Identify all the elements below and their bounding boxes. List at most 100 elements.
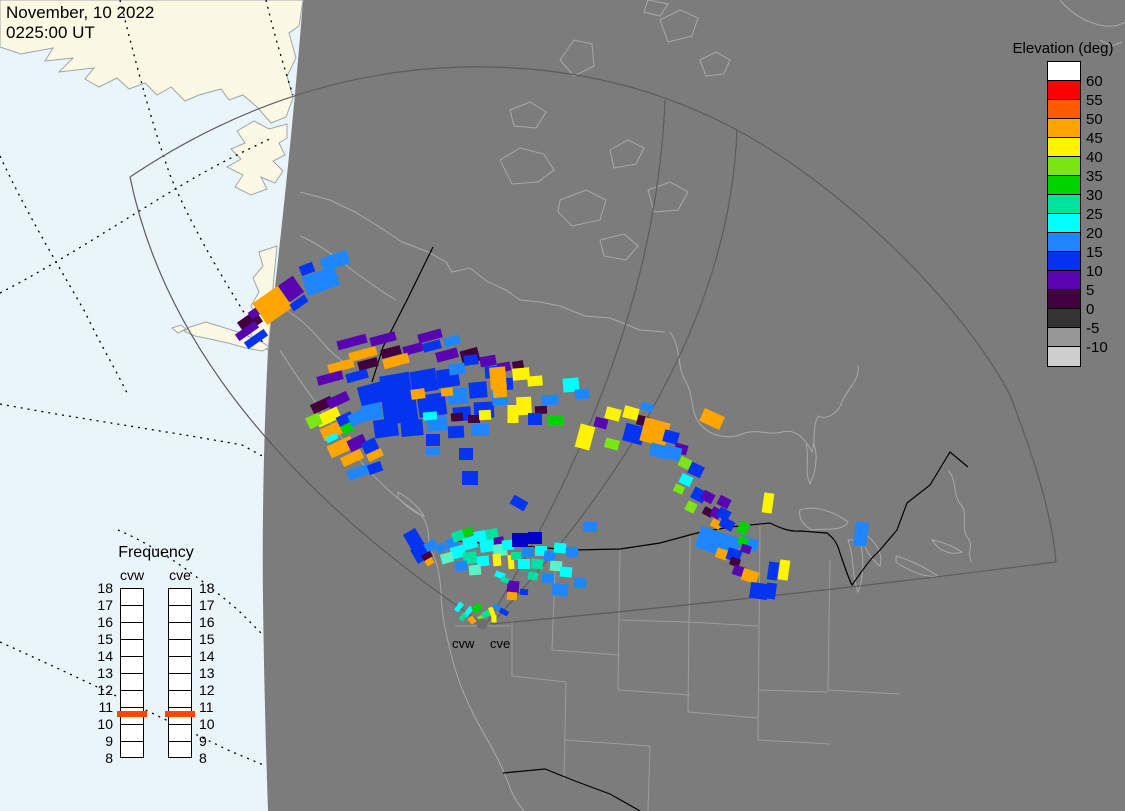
data-cell: [316, 370, 344, 386]
data-cell: [573, 577, 587, 589]
data-cell: [252, 285, 294, 325]
legend-tick-label: 0: [1086, 301, 1095, 318]
data-cell: [548, 416, 564, 426]
legend-tick-label: 5: [1086, 282, 1095, 299]
data-cell: [461, 526, 475, 538]
data-cell: [426, 434, 440, 446]
data-cell: [440, 387, 454, 397]
data-cell: [435, 347, 459, 363]
legend-swatch: [1047, 118, 1081, 139]
state-boundary: [687, 711, 759, 719]
data-cell: [369, 331, 397, 347]
state-boundary: [511, 675, 567, 683]
data-cell: [422, 339, 442, 353]
data-cell: [301, 265, 341, 297]
data-cell: [574, 423, 596, 451]
data-cell: [345, 368, 369, 384]
data-cell: [493, 536, 505, 546]
data-cell: [527, 375, 543, 387]
data-cell: [672, 483, 686, 495]
coastline: [1059, 0, 1125, 27]
data-cell: [663, 444, 683, 462]
data-cell: [677, 455, 693, 471]
data-cell: [501, 539, 515, 551]
legend-tick-label: 45: [1086, 130, 1103, 147]
data-cell: [461, 535, 479, 551]
state-boundary: [551, 649, 621, 656]
data-cell: [512, 533, 528, 547]
data-cell: [735, 520, 751, 536]
data-cell: [380, 345, 402, 359]
legend-swatch: [1047, 194, 1081, 215]
data-cell: [512, 367, 530, 381]
data-cell: [471, 602, 483, 614]
legend-tick-label: 25: [1086, 206, 1103, 223]
state-boundary: [757, 739, 831, 745]
data-cell: [339, 448, 365, 468]
data-cell: [458, 612, 468, 622]
legend-tick-label: -5: [1086, 320, 1100, 337]
data-cell: [699, 408, 725, 430]
data-cell: [553, 542, 567, 554]
data-cell: [234, 320, 260, 342]
coastline: [397, 491, 426, 517]
state-boundary: [563, 739, 651, 747]
legend-swatch: [1047, 251, 1081, 272]
legend-tick-label: 40: [1086, 149, 1103, 166]
state-boundary: [563, 681, 567, 781]
legend-swatch: [1047, 232, 1081, 253]
radar-label-cve: cve: [490, 636, 510, 651]
legend-tick-label: 30: [1086, 187, 1103, 204]
data-cell: [402, 342, 424, 356]
data-cell: [516, 396, 532, 416]
elevation-data-cells: [234, 249, 870, 625]
data-cell: [346, 463, 372, 481]
data-cell: [426, 447, 440, 455]
data-cell: [709, 518, 723, 530]
data-cell: [305, 412, 323, 430]
data-cell: [347, 409, 367, 427]
elevation-legend: Elevation (deg) 60 55 50 45 40 35 30 25 20 15 10 5 0…: [1002, 40, 1124, 373]
data-cell: [400, 419, 424, 437]
data-cell: [684, 500, 698, 514]
border-line: [502, 768, 641, 811]
coastline: [799, 507, 849, 531]
data-cell: [434, 542, 448, 554]
data-cell: [450, 412, 464, 422]
radar-site-dot: [476, 618, 488, 630]
data-cell: [716, 506, 732, 522]
data-cell: [478, 409, 492, 421]
data-cell: [500, 576, 510, 584]
data-cell: [498, 607, 510, 617]
data-cell: [468, 564, 482, 576]
legend-tick-label: 55: [1086, 92, 1103, 109]
data-cell: [417, 328, 443, 344]
data-cell: [507, 405, 519, 423]
data-cell: [462, 471, 478, 485]
legend-swatch: [1047, 156, 1081, 177]
legend-tick-label: -10: [1086, 339, 1108, 356]
data-cell: [454, 601, 464, 613]
data-cell: [541, 394, 559, 406]
data-cell: [379, 371, 413, 401]
timestamp-time: 0225:00 UT: [6, 23, 95, 42]
data-cell: [468, 415, 480, 423]
data-cell: [662, 429, 680, 445]
coastline: [285, 309, 351, 367]
legend-title: Elevation (deg): [1012, 40, 1114, 57]
daylight-ocean: [0, 0, 303, 811]
data-cell: [528, 532, 542, 544]
data-cell: [325, 390, 351, 410]
data-cell: [565, 546, 579, 558]
data-cell: [489, 366, 507, 390]
state-boundary: [827, 689, 901, 695]
daylight-landmass: [225, 120, 288, 196]
coastline: [931, 539, 964, 554]
data-cell: [492, 553, 502, 567]
data-cell: [336, 333, 368, 351]
coastline: [847, 539, 864, 594]
data-cell: [541, 572, 555, 584]
legend-tick-label: 20: [1086, 225, 1103, 242]
